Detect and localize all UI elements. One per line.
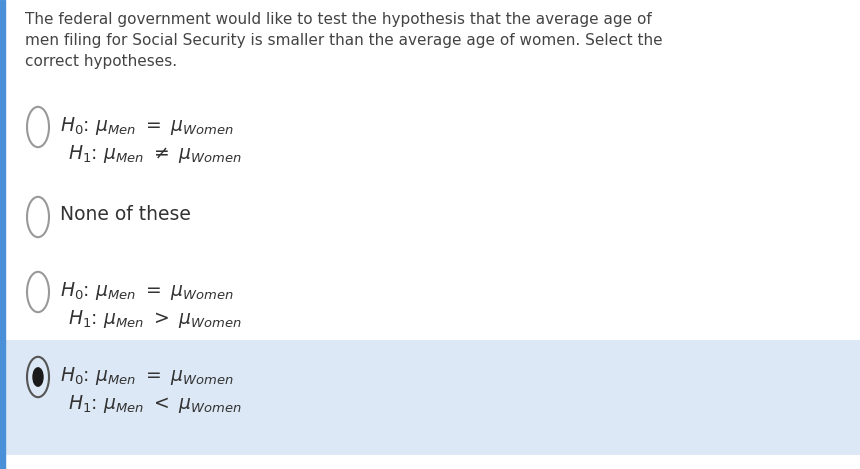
Text: None of these: None of these (60, 205, 191, 224)
Text: $H_1$: $\mu_{Men}$ $<$ $\mu_{Women}$: $H_1$: $\mu_{Men}$ $<$ $\mu_{Women}$ (68, 393, 242, 415)
Text: $H_1$: $\mu_{Men}$ $>$ $\mu_{Women}$: $H_1$: $\mu_{Men}$ $>$ $\mu_{Women}$ (68, 308, 242, 330)
Bar (5, 340, 860, 455)
Text: The federal government would like to test the hypothesis that the average age of: The federal government would like to tes… (25, 12, 662, 69)
Text: $H_1$: $\mu_{Men}$ $\neq$ $\mu_{Women}$: $H_1$: $\mu_{Men}$ $\neq$ $\mu_{Women}$ (68, 143, 242, 165)
Text: $H_0$: $\mu_{Men}$ $=$ $\mu_{Women}$: $H_0$: $\mu_{Men}$ $=$ $\mu_{Women}$ (60, 280, 234, 302)
Bar (0, 0, 5, 469)
Text: $H_0$: $\mu_{Men}$ $=$ $\mu_{Women}$: $H_0$: $\mu_{Men}$ $=$ $\mu_{Women}$ (60, 115, 234, 137)
Ellipse shape (33, 368, 43, 386)
Text: $H_0$: $\mu_{Men}$ $=$ $\mu_{Women}$: $H_0$: $\mu_{Men}$ $=$ $\mu_{Women}$ (60, 365, 234, 387)
